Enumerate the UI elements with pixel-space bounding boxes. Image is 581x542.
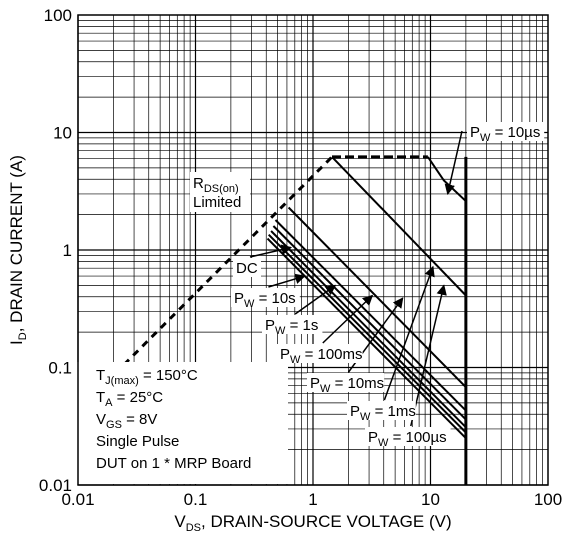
x-axis-title: VDS, DRAIN-SOURCE VOLTAGE (V): [174, 512, 451, 534]
rds-label-bg: [190, 172, 250, 212]
x-tick-label: 0.1: [184, 490, 208, 509]
series-label-arrow-5: [294, 284, 337, 315]
condition-line-3: Single Pulse: [96, 433, 179, 450]
rds-label-line2: Limited: [193, 194, 241, 211]
x-tick-label: 1: [308, 490, 317, 509]
y-tick-label: 0.01: [39, 476, 72, 495]
condition-line-2: VGS = 8V: [96, 411, 157, 431]
curve-labels: PW = 10µs PW = 100µs PW = 1ms PW = 10ms PW =…: [76, 122, 545, 484]
series-line-6: [267, 233, 467, 434]
series-label-arrow-0: [444, 130, 463, 195]
condition-line-4: DUT on 1 * MRP Board: [96, 455, 251, 472]
series-label-arrow-7: [249, 244, 293, 258]
series-label-3: PW = 10ms: [310, 375, 384, 395]
condition-line-1: TA = 25°C: [96, 389, 163, 409]
series-line-3: [274, 219, 467, 412]
series-label-arrow-1: [410, 284, 447, 427]
x-tick-label: 0.01: [61, 490, 94, 509]
series-line-4: [272, 225, 467, 421]
series-label-bg-0: [467, 122, 545, 141]
series-label-1: PW = 100µs: [368, 429, 447, 449]
series-label-4: PW = 100ms: [280, 346, 363, 366]
series-line-2: [287, 206, 467, 388]
condition-line-0: TJ(max) = 150°C: [96, 367, 198, 387]
series-label-bg-5: [262, 315, 323, 334]
series-label-bg-1: [365, 427, 451, 446]
series-line-5: [270, 230, 467, 429]
y-tick-label: 10: [53, 124, 72, 143]
series-label-arrow-4: [322, 294, 374, 344]
series-label-bg-7: [233, 258, 261, 277]
series-label-2: PW = 1ms: [350, 403, 416, 423]
series-label-5: PW = 1s: [265, 317, 318, 337]
soa-curves: [76, 155, 468, 485]
y-tick-label: 1: [63, 241, 72, 260]
series-label-0: PW = 10µs: [470, 124, 540, 144]
rds-label: RDS(on): [193, 175, 239, 195]
series-label-arrow-6: [268, 273, 306, 288]
plot-frame: [77, 14, 549, 486]
series-line-7: [266, 237, 467, 439]
series-label-bg-3: [307, 373, 385, 392]
y-axis-title: ID, DRAIN CURRENT (A): [7, 155, 29, 345]
series-label-bg-4: [277, 344, 363, 363]
conditions-bg: [76, 362, 288, 484]
axes: 0.01 0.1 1 10 100 0.01 0.1 1 10 100 VDS, DRAIN-SOU…: [7, 6, 562, 534]
series-label-6: PW = 10s: [234, 290, 296, 310]
x-tick-label: 100: [534, 490, 562, 509]
series-label-bg-6: [231, 288, 300, 307]
series-line-1: [331, 156, 467, 297]
series-label-arrow-2: [383, 265, 435, 401]
y-tick-label: 0.1: [48, 359, 72, 378]
y-tick-label: 100: [44, 6, 72, 25]
series-label-7: DC: [236, 260, 258, 277]
rds-on-limit-line: [76, 155, 334, 412]
series-line-0: [427, 156, 467, 485]
x-tick-label: 10: [421, 490, 440, 509]
series-label-bg-2: [347, 401, 416, 420]
